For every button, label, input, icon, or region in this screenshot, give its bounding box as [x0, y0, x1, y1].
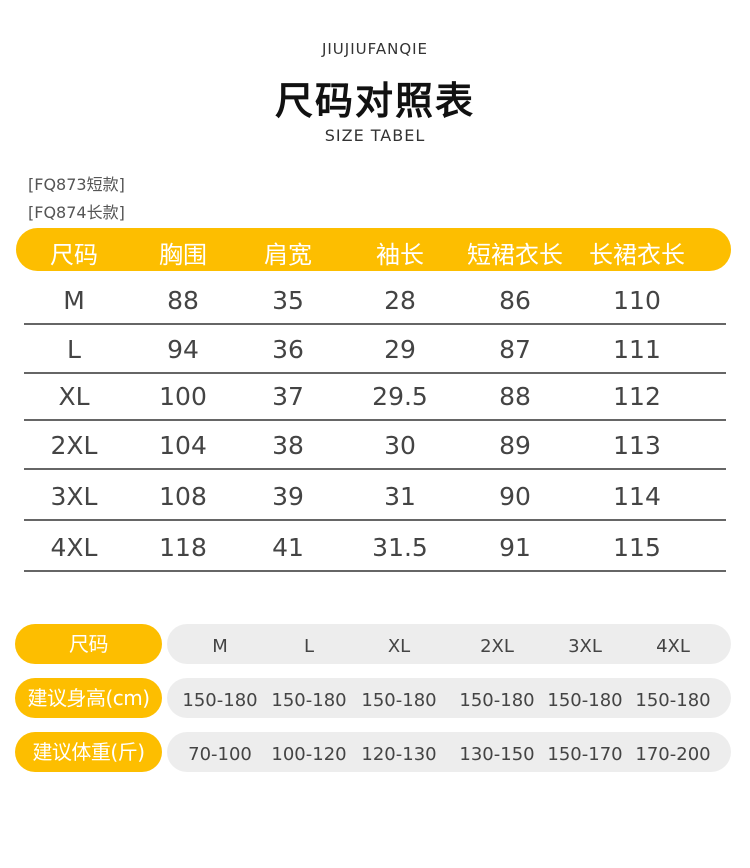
table-cell: 38	[272, 431, 304, 460]
recommend-cell: 150-180	[182, 690, 258, 711]
table-cell: 104	[159, 431, 207, 460]
recommend-row-values	[167, 732, 731, 772]
table-cell: 110	[613, 286, 661, 315]
column-header: 胸围	[159, 241, 207, 269]
table-cell: 35	[272, 286, 304, 315]
table-cell: 115	[613, 533, 661, 562]
recommend-row-values	[167, 678, 731, 718]
table-row: L 94 36 29 87 111	[0, 325, 750, 374]
row-divider	[24, 419, 726, 421]
table-cell: 88	[167, 286, 199, 315]
table-cell: 114	[613, 482, 661, 511]
table-cell: 3XL	[50, 482, 98, 511]
row-divider	[24, 519, 726, 521]
column-header: 袖长	[376, 241, 424, 269]
page-subtitle: SIZE TABEL	[324, 126, 426, 145]
column-header: 肩宽	[264, 241, 312, 269]
row-divider	[24, 372, 726, 374]
table-cell: 89	[499, 431, 531, 460]
row-divider	[24, 468, 726, 470]
recommend-cell: 130-150	[459, 744, 535, 765]
table-cell: 30	[384, 431, 416, 460]
recommend-cell: 150-180	[635, 690, 711, 711]
table-row: M 88 35 28 86 110	[0, 276, 750, 325]
brand-name: JIUJIUFANQIE	[321, 40, 429, 58]
table-cell: 4XL	[50, 533, 98, 562]
table-row: 3XL 108 39 31 90 114	[0, 472, 750, 521]
table-cell: 87	[499, 335, 531, 364]
recommend-cell: 150-170	[547, 744, 623, 765]
table-cell: 36	[272, 335, 304, 364]
recommend-row-label: 尺码	[15, 624, 162, 664]
table-cell: 108	[159, 482, 207, 511]
table-cell: 111	[613, 335, 661, 364]
column-header: 短裙衣长	[467, 241, 563, 269]
model-note-short: [FQ873短款]	[28, 175, 125, 194]
column-header: 长裙衣长	[589, 241, 685, 269]
table-cell: 29	[384, 335, 416, 364]
table-cell: 112	[613, 382, 661, 411]
recommend-row-label: 建议身高(cm)	[15, 678, 162, 718]
recommend-cell: 2XL	[480, 636, 514, 657]
recommend-cell: 150-180	[547, 690, 623, 711]
table-cell: 31.5	[372, 533, 428, 562]
table-row: XL 100 37 29.5 88 112	[0, 372, 750, 421]
table-row: 2XL 104 38 30 89 113	[0, 421, 750, 470]
table-cell: 118	[159, 533, 207, 562]
table-cell: 31	[384, 482, 416, 511]
recommend-cell: 150-180	[361, 690, 437, 711]
recommend-cell: 150-180	[459, 690, 535, 711]
recommend-cell: 3XL	[568, 636, 602, 657]
recommend-cell: 100-120	[271, 744, 347, 765]
table-cell: 41	[272, 533, 304, 562]
table-cell: 39	[272, 482, 304, 511]
table-cell: 94	[167, 335, 199, 364]
column-header: 尺码	[50, 241, 98, 269]
model-note-long: [FQ874长款]	[28, 203, 125, 222]
table-cell: M	[63, 286, 85, 315]
recommend-cell: 120-130	[361, 744, 437, 765]
table-cell: XL	[58, 382, 90, 411]
table-cell: 29.5	[372, 382, 428, 411]
recommend-cell: 150-180	[271, 690, 347, 711]
page-title: 尺码对照表	[274, 79, 475, 123]
recommend-row-values	[167, 624, 731, 664]
recommend-cell: 170-200	[635, 744, 711, 765]
table-cell: 100	[159, 382, 207, 411]
row-divider	[24, 323, 726, 325]
recommend-cell: XL	[387, 636, 411, 657]
size-table-header	[16, 228, 731, 271]
recommend-cell: M	[212, 636, 228, 657]
recommend-cell: 4XL	[656, 636, 690, 657]
table-cell: 86	[499, 286, 531, 315]
row-divider	[24, 570, 726, 572]
table-cell: 88	[499, 382, 531, 411]
table-cell: 90	[499, 482, 531, 511]
table-cell: 2XL	[50, 431, 98, 460]
table-cell: 91	[499, 533, 531, 562]
table-cell: 37	[272, 382, 304, 411]
recommend-cell: L	[303, 636, 315, 657]
recommend-cell: 70-100	[188, 744, 252, 765]
recommend-row-label: 建议体重(斤)	[15, 732, 162, 772]
table-cell: 113	[613, 431, 661, 460]
table-cell: L	[67, 335, 81, 364]
table-cell: 28	[384, 286, 416, 315]
table-row: 4XL 118 41 31.5 91 115	[0, 523, 750, 572]
